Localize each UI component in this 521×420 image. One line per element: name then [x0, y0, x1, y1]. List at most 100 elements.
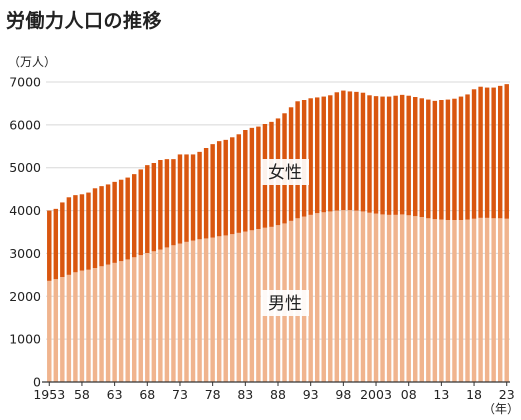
- bar-男性-2009: [413, 216, 418, 382]
- x-tick-label: 73: [172, 387, 188, 402]
- bar-男性-1975: [190, 240, 196, 382]
- bar-男性-1961: [99, 266, 104, 382]
- bar-男性-1959: [86, 269, 91, 382]
- series-label-女性: 女性: [268, 163, 302, 183]
- x-axis-unit-label: （年）: [483, 402, 519, 416]
- bar-女性-1975: [190, 154, 196, 241]
- bar-女性-1997: [334, 92, 340, 211]
- bar-女性-1970: [158, 160, 163, 250]
- bar-女性-1956: [66, 197, 72, 275]
- bar-女性-1973: [177, 154, 183, 244]
- bar-女性-2019: [478, 86, 483, 218]
- bar-女性-1971: [164, 159, 170, 248]
- bar-男性-1972: [171, 245, 176, 382]
- bar-男性-2016: [458, 220, 464, 382]
- bar-女性-2002: [367, 95, 372, 213]
- bar-男性-2015: [452, 220, 457, 382]
- bar-男性-1997: [334, 210, 340, 382]
- bar-女性-1979: [216, 141, 222, 237]
- series-label-bg: [261, 290, 309, 316]
- bar-男性-1969: [151, 251, 157, 382]
- bar-男性-2003: [373, 213, 379, 382]
- bar-女性-1968: [145, 165, 150, 253]
- bar-女性-2014: [445, 99, 451, 220]
- bar-男性-2020: [484, 217, 490, 382]
- bar-男性-1996: [328, 211, 333, 382]
- bar-女性-2018: [471, 89, 477, 219]
- bar-女性-1957: [73, 195, 78, 273]
- bar-女性-1959: [86, 192, 91, 270]
- bar-男性-1974: [184, 241, 189, 382]
- bar-女性-1961: [99, 186, 104, 267]
- bar-男性-1968: [145, 253, 150, 382]
- bar-男性-1977: [203, 238, 209, 382]
- bar-女性-2010: [419, 98, 424, 217]
- series-label-bg: [261, 159, 309, 185]
- y-tick-label: 2000: [9, 289, 41, 304]
- bar-女性-1982: [236, 134, 242, 233]
- bar-男性-1960: [92, 268, 98, 382]
- bar-女性-2013: [439, 100, 444, 220]
- bar-女性-2012: [432, 100, 438, 220]
- bar-男性-1983: [243, 231, 248, 382]
- bar-男性-1993: [308, 214, 313, 382]
- bar-女性-2001: [360, 92, 366, 212]
- bar-女性-2022: [497, 85, 503, 219]
- bar-男性-1973: [177, 243, 183, 382]
- x-tick-label: 93: [303, 387, 319, 402]
- bar-男性-2012: [432, 219, 438, 382]
- bar-女性-1978: [210, 144, 215, 238]
- bar-男性-1976: [197, 239, 202, 382]
- bar-女性-2021: [491, 87, 496, 219]
- axes: 0 1000 2000 3000 4000 5000 6000 7000 1953 58 63 68 7…: [9, 75, 514, 403]
- bar-女性-1954: [53, 208, 59, 280]
- bar-男性-1984: [249, 230, 255, 382]
- bar-男性-2008: [406, 215, 411, 382]
- bar-女性-2011: [426, 99, 431, 219]
- bar-女性-1995: [321, 96, 326, 213]
- bar-男性-2004: [380, 214, 385, 382]
- x-tick-label: 08: [401, 387, 417, 402]
- x-tick-label: 78: [205, 387, 221, 402]
- bar-男性-1971: [164, 247, 170, 382]
- x-tick-label: 98: [335, 387, 351, 402]
- bar-男性-2000: [354, 210, 359, 382]
- bar-男性-1957: [73, 272, 78, 382]
- y-tick-label: 3000: [9, 246, 41, 261]
- bar-男性-1953: [47, 280, 52, 382]
- bar-女性-1994: [314, 97, 320, 214]
- bar-女性-1974: [184, 154, 189, 242]
- bar-女性-1964: [118, 179, 124, 262]
- bar-男性-1980: [223, 235, 228, 382]
- bar-男性-1966: [132, 257, 137, 382]
- x-tick-label: 13: [433, 387, 449, 402]
- bar-女性-2000: [354, 91, 359, 211]
- bar-女性-2016: [458, 96, 464, 220]
- bar-女性-1981: [230, 137, 235, 235]
- bar-女性-2007: [399, 94, 405, 215]
- bar-女性-1962: [105, 184, 111, 265]
- bar-男性-1958: [79, 270, 85, 382]
- x-tick-label: 1953: [33, 387, 65, 402]
- bar-男性-2010: [419, 217, 424, 382]
- bar-女性-1992: [301, 100, 307, 217]
- bar-男性-2006: [393, 214, 398, 382]
- y-tick-label: 4000: [9, 203, 41, 218]
- bar-女性-1996: [328, 95, 333, 212]
- bar-男性-2013: [439, 219, 444, 382]
- bar-女性-1984: [249, 127, 255, 231]
- bar-男性-1963: [112, 262, 117, 382]
- bar-男性-1978: [210, 237, 215, 382]
- bar-女性-1983: [243, 130, 248, 232]
- y-axis-unit-label: （万人）: [8, 55, 56, 69]
- x-tick-label: 23: [499, 387, 515, 402]
- bar-男性-1955: [60, 277, 65, 382]
- y-tick-label: 6000: [9, 117, 41, 132]
- bar-女性-1993: [308, 98, 313, 215]
- bar-女性-2003: [373, 96, 379, 214]
- bar-男性-1979: [216, 236, 222, 382]
- bar-男性-1999: [347, 210, 353, 382]
- y-tick-label: 1000: [9, 332, 41, 347]
